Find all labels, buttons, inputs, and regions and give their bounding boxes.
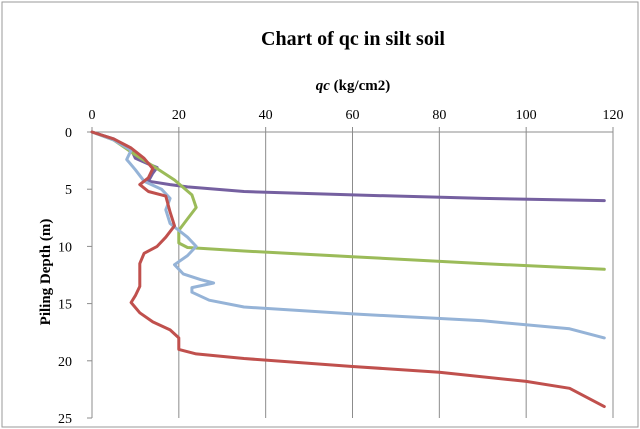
x-tick-labels: 0 20 40 60 80 100 120 bbox=[89, 108, 624, 123]
x-tick-label: 100 bbox=[516, 108, 537, 123]
y-axis-title: Piling Depth (m) bbox=[38, 219, 54, 326]
x-axis-title-symbol: qc bbox=[316, 78, 331, 94]
series-line-4 bbox=[90, 130, 606, 409]
y-tick-label: 25 bbox=[58, 412, 72, 427]
y-tick-label: 0 bbox=[65, 126, 72, 141]
x-axis-title: qc (kg/cm2) bbox=[316, 78, 391, 94]
y-tick-label: 5 bbox=[65, 183, 72, 198]
y-tick-label: 20 bbox=[58, 355, 72, 370]
x-tick-label: 0 bbox=[89, 108, 96, 123]
x-tick-label: 80 bbox=[432, 108, 446, 123]
y-tick-labels: 0 5 10 15 20 25 bbox=[58, 126, 72, 427]
chart-title: Chart of qc in silt soil bbox=[261, 28, 445, 50]
x-tick-label: 120 bbox=[603, 108, 624, 123]
x-axis-title-unit: (kg/cm2) bbox=[330, 78, 390, 94]
series-line-2 bbox=[90, 130, 606, 271]
x-tick-label: 60 bbox=[346, 108, 360, 123]
x-tick-label: 40 bbox=[259, 108, 273, 123]
x-tick-label: 20 bbox=[172, 108, 186, 123]
grid-lines bbox=[178, 132, 614, 418]
y-tick-label: 10 bbox=[58, 240, 72, 255]
y-tick-label: 15 bbox=[58, 298, 72, 313]
series-line-3 bbox=[90, 130, 606, 340]
series-lines bbox=[90, 130, 606, 409]
